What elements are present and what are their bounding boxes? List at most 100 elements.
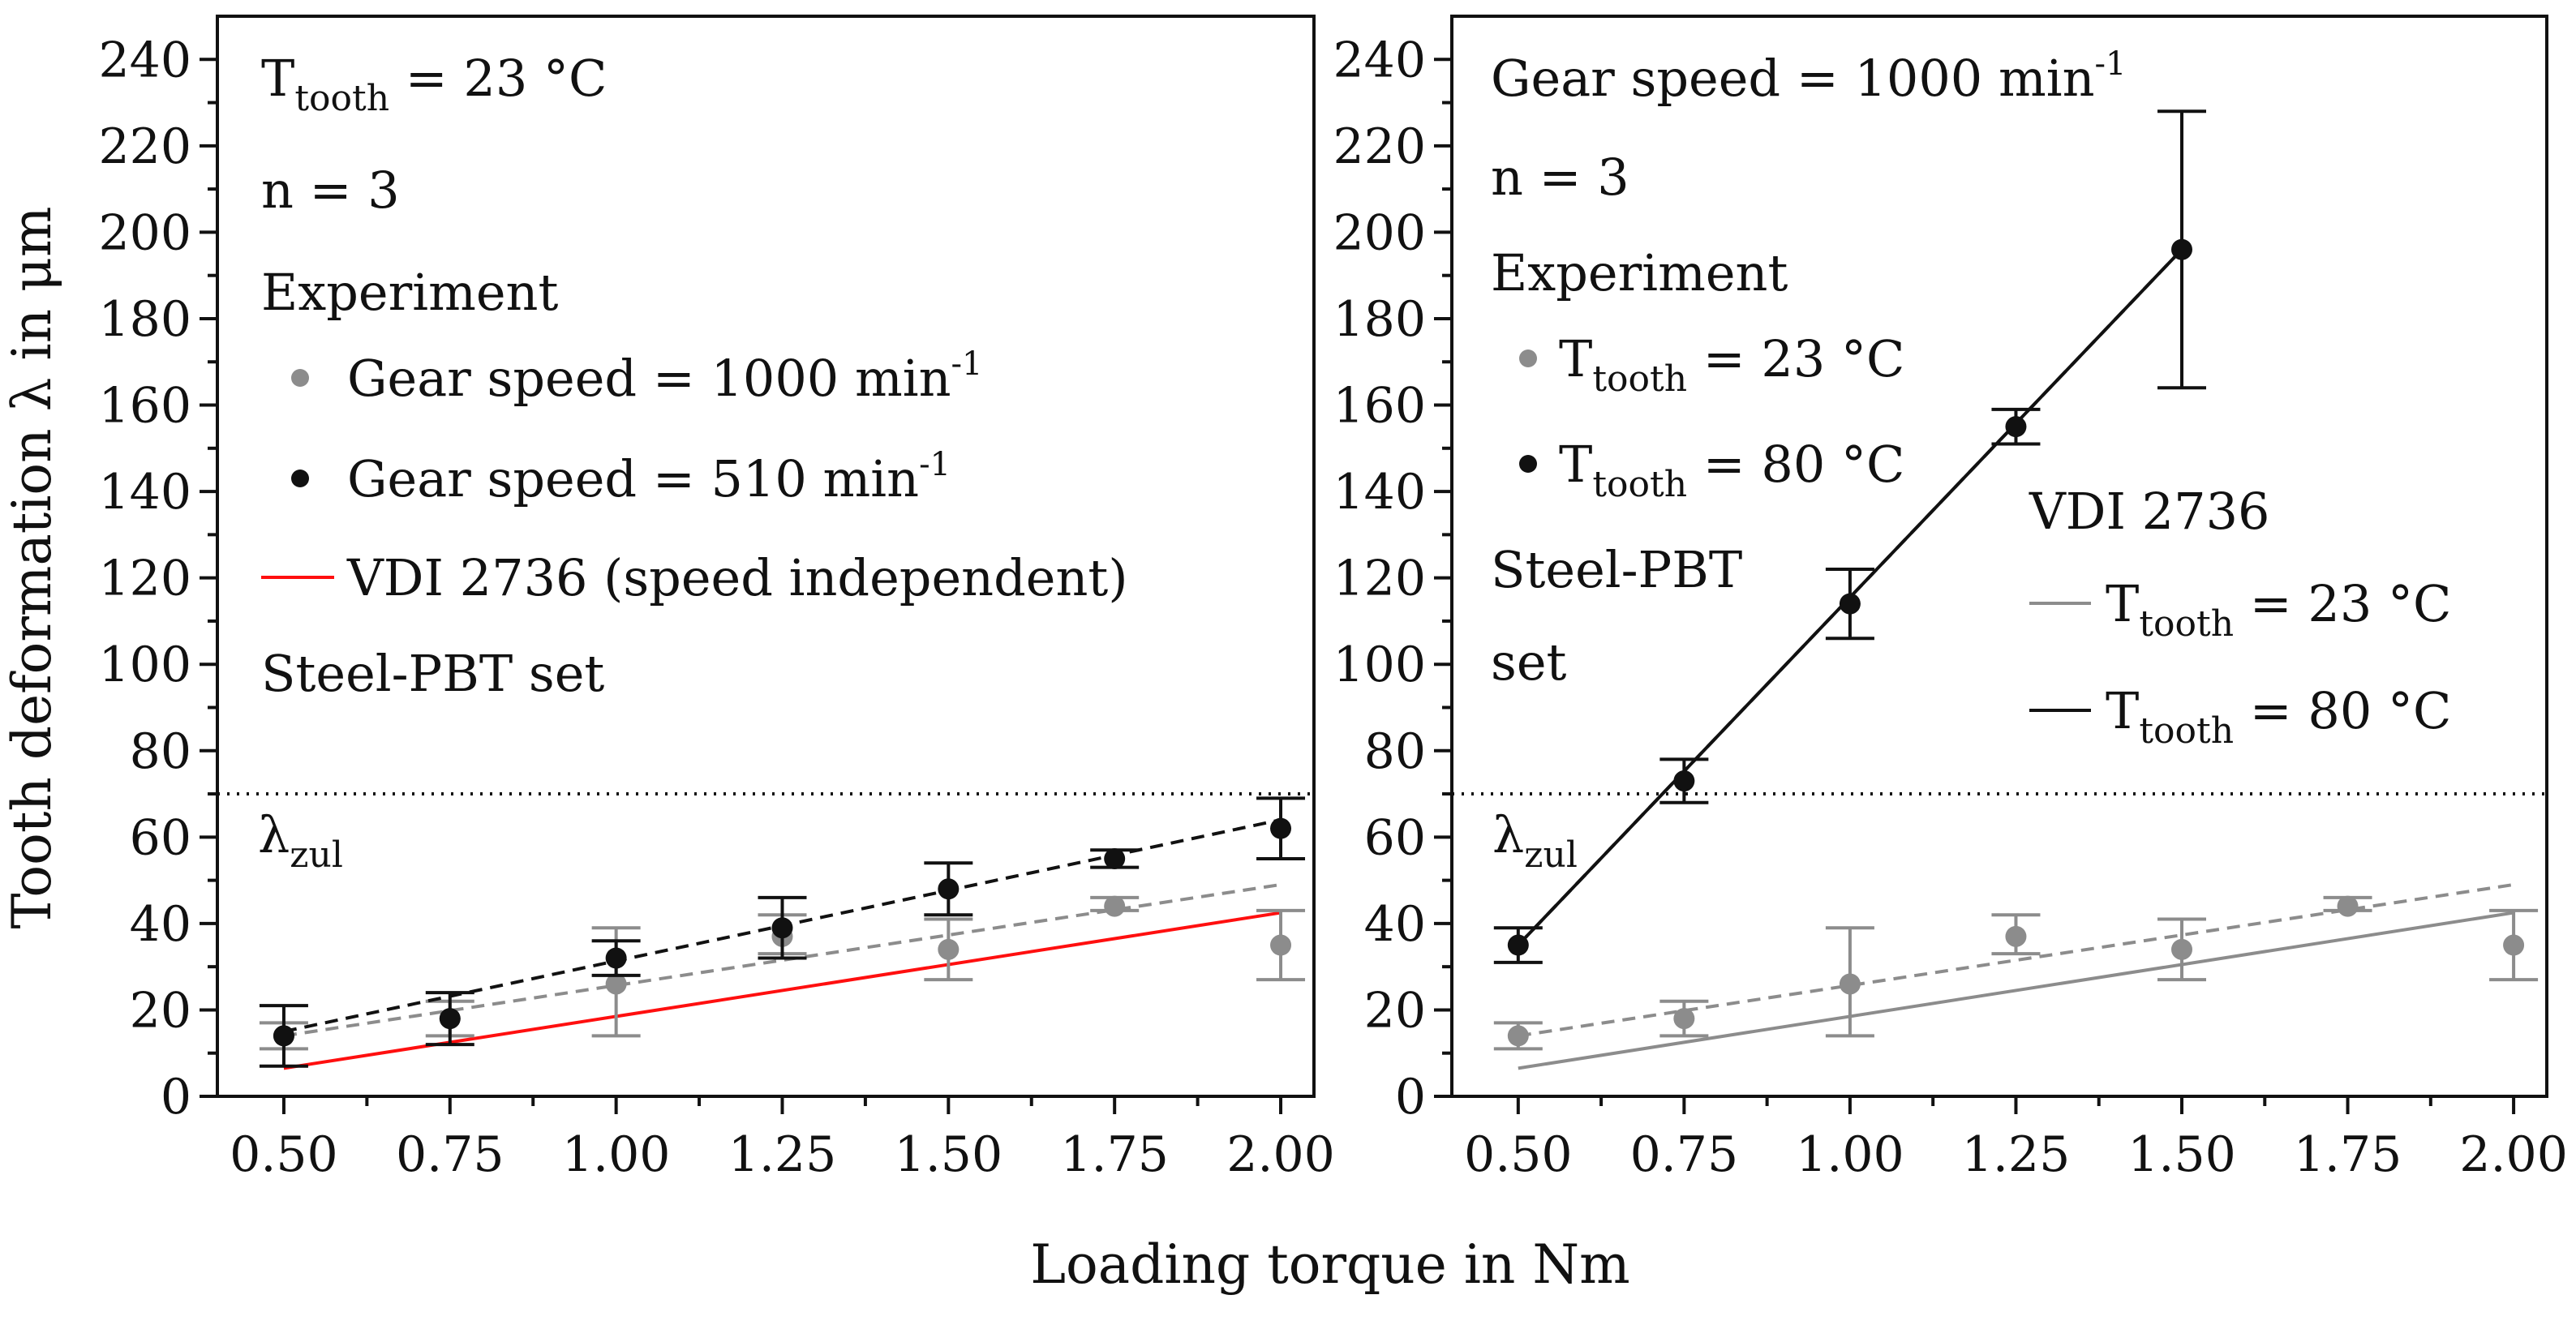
data-point <box>2005 416 2027 438</box>
fit-line <box>1517 248 2183 946</box>
data-point <box>605 947 627 969</box>
plot-frame <box>1450 15 2548 1098</box>
data-point <box>1104 895 1126 917</box>
y-axis-title: Tooth deformation λ in μm <box>1 206 63 928</box>
legend-marker <box>291 470 309 487</box>
replicate-count-part: n = 3 <box>1491 148 1629 207</box>
data-point <box>1839 973 1861 995</box>
data-point <box>1507 934 1529 956</box>
data-point <box>2337 895 2359 917</box>
fit-line <box>1518 882 2514 1038</box>
y-tick-label: 60 <box>130 809 191 866</box>
y-tick-label: 180 <box>1333 291 1426 348</box>
y-tick-label: 80 <box>1364 723 1426 780</box>
condition-temperature-part: = 23 °C <box>389 49 607 108</box>
experiment-heading-part: Experiment <box>261 263 558 322</box>
y-tick-label: 220 <box>1333 118 1426 175</box>
legend-entry-part: T <box>2106 681 2139 740</box>
y-tick-label: 20 <box>1364 982 1426 1039</box>
data-point <box>938 878 960 900</box>
x-tick-label: 0.75 <box>396 1126 504 1183</box>
x-axis-title: Loading torque in Nm <box>1030 1233 1630 1296</box>
legend-entry-part: = 23 °C <box>1687 329 1904 388</box>
x-tick-label: 1.50 <box>2127 1126 2236 1183</box>
condition-temperature-part: tooth <box>294 78 389 119</box>
material-set-label: Steel-PBT set <box>261 644 604 703</box>
y-tick-label: 20 <box>130 982 191 1039</box>
replicate-count-part: n = 3 <box>261 161 400 220</box>
legend-entry-part: Gear speed = 1000 min <box>347 349 951 408</box>
legend-entry-part: = 80 °C <box>2234 681 2451 740</box>
y-tick-label: 220 <box>98 118 191 175</box>
y-tick-label: 0 <box>161 1069 191 1126</box>
x-tick-label: 1.75 <box>2294 1126 2402 1183</box>
right-panel: 0 20 40 60 80 100 120 140 160 180 200 220 240 0.50 0.7… <box>1333 15 2568 1183</box>
replicate-count: n = 3 <box>1491 148 1629 207</box>
y-tick-label: 40 <box>1364 896 1426 953</box>
x-tick-label: 2.00 <box>1226 1126 1335 1183</box>
legend-entry-part: -1 <box>919 446 951 483</box>
data-point <box>2171 938 2192 960</box>
y-tick-label: 60 <box>1364 809 1426 866</box>
data-point <box>439 1008 461 1030</box>
legend-entry-part: VDI 2736 (speed independent) <box>346 548 1128 607</box>
legend-entry: Ttooth = 23 °C <box>1559 329 1904 400</box>
y-tick-label: 120 <box>1333 551 1426 607</box>
x-tick-label: 1.50 <box>895 1126 1003 1183</box>
material-set-label-part: set <box>1491 632 1567 692</box>
y-tick-label: 100 <box>98 637 191 693</box>
experiment-heading: Experiment <box>1491 243 1788 302</box>
legend-entry: Gear speed = 1000 min-1 <box>347 345 982 408</box>
threshold-label: λzul <box>1492 805 1578 876</box>
threshold-label-part: zul <box>290 834 343 876</box>
y-tick-label: 140 <box>98 464 191 521</box>
condition-speed-part: -1 <box>2095 45 2127 83</box>
y-tick-label: 0 <box>1395 1069 1426 1126</box>
legend-entry: VDI 2736 (speed independent) <box>346 548 1128 607</box>
x-tick-label: 1.00 <box>562 1126 671 1183</box>
legend-entry-part: = 23 °C <box>2234 574 2451 633</box>
legend-entry-part: tooth <box>2139 710 2234 752</box>
x-tick-label: 1.75 <box>1060 1126 1169 1183</box>
experiment-heading-part: Experiment <box>1491 243 1788 302</box>
legend-entry-part: T <box>1559 435 1592 494</box>
data-point <box>1104 847 1126 869</box>
y-tick-label: 240 <box>1333 32 1426 88</box>
x-tick-label: 2.00 <box>2459 1126 2568 1183</box>
y-tick-label: 200 <box>1333 204 1426 261</box>
data-point <box>1673 770 1695 792</box>
legend-entry: Ttooth = 80 °C <box>2106 681 2451 752</box>
left-panel: 0 20 40 60 80 100 120 140 160 180 200 220 240 0.50 0.7… <box>98 15 1335 1183</box>
legend-entry: Gear speed = 510 min-1 <box>347 446 951 508</box>
y-tick-label: 160 <box>1333 378 1426 435</box>
x-tick-label: 0.50 <box>1464 1126 1573 1183</box>
vdi-heading-part: VDI 2736 <box>2029 482 2269 541</box>
material-set-label: Steel-PBT <box>1491 540 1742 599</box>
legend-entry-part: tooth <box>2139 603 2234 645</box>
data-point <box>1839 593 1861 615</box>
y-tick-label: 40 <box>130 896 191 953</box>
data-point <box>605 973 627 995</box>
material-set-label: set <box>1491 632 1567 692</box>
data-point <box>1270 817 1292 839</box>
replicate-count: n = 3 <box>261 161 400 220</box>
x-tick-label: 1.00 <box>1796 1126 1904 1183</box>
y-tick-label: 100 <box>1333 637 1426 693</box>
legend-entry-part: Gear speed = 510 min <box>347 449 919 508</box>
x-tick-label: 1.25 <box>728 1126 837 1183</box>
data-point <box>2171 238 2192 260</box>
vdi-heading: VDI 2736 <box>2029 482 2269 541</box>
threshold-label-part: zul <box>1524 834 1578 876</box>
condition-speed: Gear speed = 1000 min-1 <box>1491 45 2126 108</box>
data-point <box>938 938 960 960</box>
legend-entry-part: tooth <box>1592 464 1687 505</box>
legend-marker <box>1519 455 1537 473</box>
plot-frame <box>216 15 1316 1098</box>
legend-marker <box>291 369 309 387</box>
threshold-label-part: λ <box>258 805 290 864</box>
condition-speed-part: Gear speed = 1000 min <box>1491 49 2095 108</box>
legend-entry-part: T <box>2106 574 2139 633</box>
data-point <box>273 1025 294 1047</box>
y-tick-label: 120 <box>98 551 191 607</box>
